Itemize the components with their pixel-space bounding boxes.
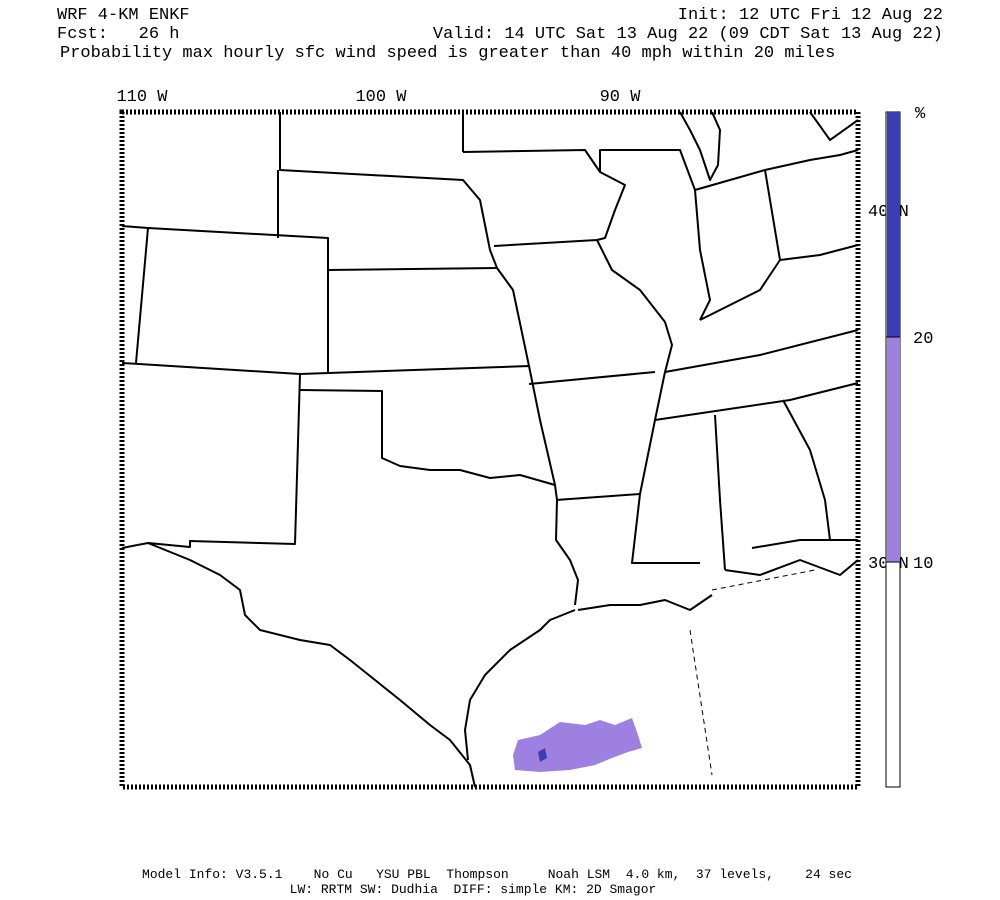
longitude-label: 100 W bbox=[355, 88, 407, 107]
map-title: Probability max hourly sfc wind speed is… bbox=[60, 44, 835, 63]
map-frame bbox=[119, 109, 861, 790]
probability-area-high bbox=[538, 748, 547, 762]
valid-time: Valid: 14 UTC Sat 13 Aug 22 (09 CDT Sat … bbox=[433, 25, 943, 44]
state-borders bbox=[121, 111, 859, 788]
longitude-label: 90 W bbox=[600, 88, 642, 107]
longitude-label: 110 W bbox=[116, 88, 168, 107]
colorbar: % 10 20 bbox=[885, 105, 933, 788]
model-name: WRF 4-KM ENKF bbox=[57, 6, 190, 25]
colorbar-unit: % bbox=[915, 105, 926, 124]
map bbox=[119, 109, 861, 790]
model-info: Model Info: V3.5.1 No Cu YSU PBL Thompso… bbox=[142, 867, 852, 882]
colorbar-tick-label: 10 bbox=[913, 555, 933, 574]
init-time: Init: 12 UTC Fri 12 Aug 22 bbox=[678, 6, 943, 25]
model-info: LW: RRTM SW: Dudhia DIFF: simple KM: 2D … bbox=[290, 882, 657, 897]
colorbar-segment bbox=[887, 337, 900, 562]
forecast-hour: Fcst: 26 h bbox=[57, 25, 179, 44]
colorbar-segment bbox=[887, 112, 900, 337]
colorbar-tick-label: 20 bbox=[913, 330, 933, 349]
